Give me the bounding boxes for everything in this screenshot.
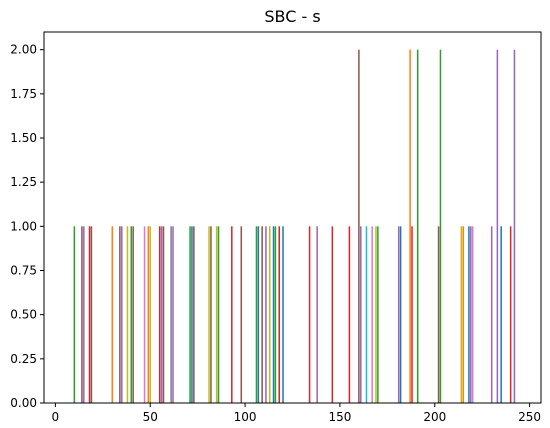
y-tick-label-5: 1.25 — [10, 175, 37, 189]
bar-203 — [439, 49, 442, 404]
x-tick-label-200: 200 — [423, 410, 446, 424]
y-tick-label-6: 1.50 — [10, 131, 37, 145]
bar-188 — [411, 226, 413, 403]
y-tick-label-4: 1.00 — [10, 219, 37, 233]
bar-219 — [470, 226, 472, 403]
bar-35 — [121, 226, 123, 403]
bar-47 — [143, 226, 146, 403]
bar-155 — [348, 226, 351, 403]
bar-191 — [416, 49, 419, 404]
bar-49 — [147, 226, 150, 403]
bar-164 — [365, 226, 368, 403]
x-tick-label-0: 0 — [52, 410, 60, 424]
bar-57 — [162, 226, 165, 403]
bar-93 — [231, 226, 233, 403]
x-tick-label-100: 100 — [234, 410, 257, 424]
bar-40 — [130, 226, 133, 403]
y-tick-label-8: 2.00 — [10, 43, 37, 57]
bar-38 — [126, 226, 129, 403]
x-tick-label-250: 250 — [518, 410, 541, 424]
bar-14 — [81, 226, 83, 403]
bar-34 — [119, 226, 121, 403]
bar-71 — [189, 226, 191, 403]
bar-50 — [149, 226, 151, 403]
bar-120 — [282, 226, 284, 403]
axes-layer: 0 50 100 150 200 250 0.00 0.25 0.50 0.75 1.00 1.25 1… — [10, 31, 542, 424]
bar-82 — [210, 226, 212, 403]
bar-19 — [90, 226, 93, 403]
bar-215 — [462, 226, 464, 403]
bar-109 — [261, 226, 263, 403]
bar-235 — [500, 226, 502, 403]
bar-182 — [399, 226, 402, 403]
bar-30 — [111, 226, 114, 403]
bars-layer — [73, 49, 516, 404]
bar-115 — [272, 226, 275, 403]
bar-18 — [88, 226, 91, 403]
y-tick-label-0: 0.00 — [10, 396, 37, 410]
bar-167 — [371, 226, 373, 403]
x-tick-label-150: 150 — [328, 410, 351, 424]
bar-62 — [172, 226, 174, 403]
plot-frame — [43, 31, 542, 404]
bar-113 — [268, 226, 271, 403]
bar-81 — [208, 226, 210, 403]
bar-233 — [496, 49, 499, 404]
y-tick-label-7: 1.75 — [10, 87, 37, 101]
bar-214 — [460, 226, 463, 403]
bar-169 — [375, 226, 377, 403]
bar-242 — [513, 49, 516, 404]
x-tick-label-50: 50 — [143, 410, 158, 424]
bar-86 — [217, 226, 220, 403]
bar-73 — [193, 226, 195, 403]
chart-title: SBC - s — [264, 7, 320, 26]
bar-160 — [358, 49, 360, 404]
bar-85 — [215, 226, 218, 403]
bar-181 — [397, 226, 400, 403]
bar-55 — [158, 226, 161, 403]
bar-61 — [170, 226, 172, 403]
bar-118 — [278, 226, 280, 403]
bar-106 — [255, 226, 258, 403]
bar-230 — [490, 226, 493, 403]
bar-220 — [471, 226, 474, 403]
bar-138 — [316, 226, 318, 403]
bar-170 — [377, 226, 379, 403]
bar-72 — [191, 226, 193, 403]
bar-187 — [409, 49, 411, 404]
bar-134 — [308, 226, 311, 403]
y-tick-label-2: 0.50 — [10, 308, 37, 322]
bar-218 — [468, 226, 470, 403]
bar-202 — [437, 226, 440, 403]
bar-146 — [331, 226, 334, 403]
bar-161 — [360, 226, 362, 403]
bar-98 — [240, 226, 243, 403]
y-tick-label-3: 0.75 — [10, 264, 37, 278]
y-tick-label-1: 0.25 — [10, 352, 37, 366]
bar-15 — [83, 226, 85, 403]
bar-107 — [257, 226, 260, 403]
bar-41 — [132, 226, 134, 403]
bar-10 — [73, 226, 76, 403]
bar-240 — [509, 226, 512, 403]
bar-56 — [160, 226, 163, 403]
bar-116 — [274, 226, 277, 403]
bar-111 — [265, 226, 267, 403]
